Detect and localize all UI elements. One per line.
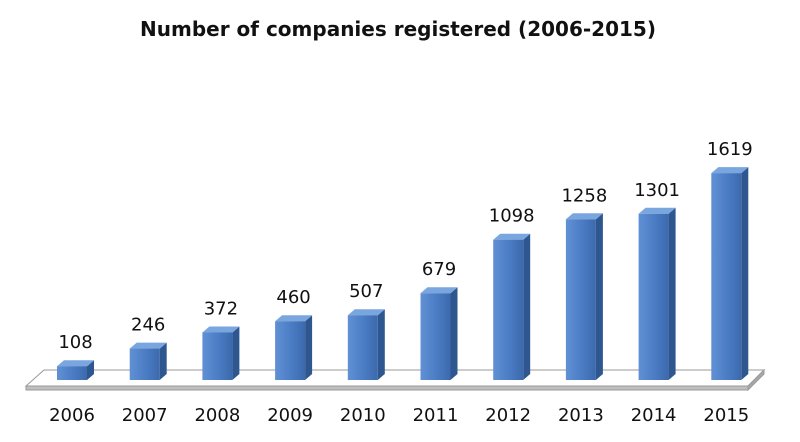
x-tick-label: 2010 bbox=[340, 405, 386, 426]
data-label: 1098 bbox=[489, 206, 535, 227]
x-tick-label: 2011 bbox=[413, 405, 459, 426]
bar-front bbox=[275, 321, 306, 380]
bar-top bbox=[420, 287, 458, 294]
bar-side bbox=[523, 233, 531, 380]
x-tick-label: 2012 bbox=[485, 405, 531, 426]
bar-side bbox=[595, 213, 603, 380]
data-label: 372 bbox=[204, 298, 238, 319]
bar: 679 bbox=[420, 259, 458, 380]
data-label: 507 bbox=[349, 281, 383, 302]
bar-top bbox=[493, 233, 531, 240]
bar-side bbox=[741, 167, 749, 380]
bar: 372 bbox=[202, 298, 240, 380]
bar-front bbox=[638, 213, 669, 380]
bar-top bbox=[129, 342, 167, 349]
bar-side bbox=[159, 342, 167, 380]
bar-front bbox=[57, 366, 87, 380]
x-tick-label: 2009 bbox=[267, 405, 313, 426]
data-label: 108 bbox=[58, 332, 92, 353]
bar-side bbox=[232, 326, 240, 380]
data-label: 1258 bbox=[561, 185, 607, 206]
data-label: 1619 bbox=[707, 139, 753, 160]
x-tick-label: 2014 bbox=[631, 405, 677, 426]
bar: 507 bbox=[347, 281, 385, 380]
data-label: 460 bbox=[276, 287, 310, 308]
x-tick-label: 2008 bbox=[194, 405, 240, 426]
bar-side bbox=[87, 360, 94, 380]
bar: 246 bbox=[129, 315, 167, 380]
bar-front bbox=[347, 315, 378, 380]
bar-series: 108 246 372 460 507 679 1098 1258 1301 1619 bbox=[57, 139, 753, 380]
bar: 460 bbox=[275, 287, 313, 380]
x-tick-label: 2006 bbox=[49, 405, 95, 426]
chart-title: Number of companies registered (2006-201… bbox=[140, 17, 656, 41]
bar-front bbox=[565, 219, 596, 380]
bar: 108 bbox=[57, 332, 94, 380]
bar-top bbox=[275, 315, 313, 322]
bar-front bbox=[493, 239, 524, 380]
floor-side bbox=[747, 368, 765, 392]
bar-top bbox=[57, 360, 94, 367]
bar-top bbox=[202, 326, 240, 333]
bar: 1301 bbox=[634, 180, 680, 380]
bar-side bbox=[450, 287, 458, 380]
bar-front bbox=[129, 348, 160, 380]
bar-top bbox=[347, 309, 385, 316]
bar-front bbox=[420, 293, 451, 380]
x-tick-label: 2013 bbox=[558, 405, 604, 426]
x-tick-label: 2015 bbox=[703, 405, 749, 426]
bar-side bbox=[305, 315, 313, 380]
bar-top bbox=[711, 167, 749, 174]
data-label: 1301 bbox=[634, 180, 680, 201]
floor-front bbox=[25, 385, 749, 391]
bar: 1098 bbox=[489, 206, 535, 380]
data-label: 679 bbox=[422, 259, 456, 280]
data-label: 246 bbox=[131, 315, 165, 336]
bar-side bbox=[668, 207, 676, 380]
bar-top bbox=[638, 207, 676, 214]
bar-side bbox=[377, 309, 385, 380]
bar-front bbox=[202, 332, 233, 380]
bar-front bbox=[711, 173, 742, 380]
bar: 1258 bbox=[561, 185, 607, 380]
bar-top bbox=[565, 213, 603, 220]
x-tick-label: 2007 bbox=[122, 405, 168, 426]
x-axis-ticks: 2006 2007 2008 2009 2010 2011 2012 2013 2014 2015 bbox=[49, 405, 749, 426]
bar: 1619 bbox=[707, 139, 753, 380]
